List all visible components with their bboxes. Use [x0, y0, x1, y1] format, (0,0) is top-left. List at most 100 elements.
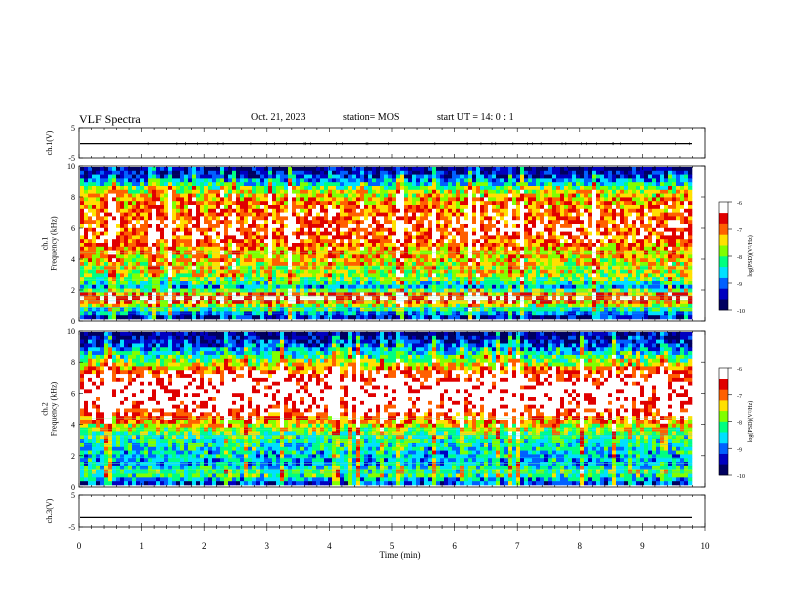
- spectrogram-cell: [456, 208, 461, 213]
- spectrogram-cell: [400, 193, 405, 198]
- spectrogram-cell: [552, 224, 557, 229]
- spectrogram-cell: [404, 212, 409, 217]
- spectrogram-cell: [436, 178, 441, 183]
- spectrogram-cell: [248, 284, 253, 289]
- spectrogram-cell: [132, 269, 137, 274]
- spectrogram-cell: [496, 235, 501, 240]
- spectrogram-cell: [536, 205, 541, 210]
- spectrogram-cell: [448, 239, 453, 244]
- spectrogram-cell: [180, 292, 185, 297]
- spectrogram-cell: [228, 292, 233, 297]
- spectrogram-cell: [380, 258, 385, 263]
- spectrogram-cell: [376, 235, 381, 240]
- spectrogram-cell: [528, 189, 533, 194]
- spectrogram-cell: [464, 288, 469, 293]
- spectrogram-cell: [180, 246, 185, 251]
- spectrogram-cell: [408, 224, 413, 229]
- spectrogram-cell: [160, 216, 165, 221]
- spectrogram-cell: [324, 315, 329, 320]
- spectrogram-cell: [484, 311, 489, 316]
- spectrogram-cell: [132, 250, 137, 255]
- spectrogram-cell: [312, 311, 317, 316]
- spectrogram-cell: [472, 231, 477, 236]
- spectrogram-cell: [300, 315, 305, 320]
- spectrogram-cell: [88, 197, 93, 202]
- spectrogram-cell: [84, 300, 89, 305]
- spectrogram-cell: [112, 178, 117, 183]
- spectrogram-cell: [448, 300, 453, 305]
- spectrogram-cell: [540, 178, 545, 183]
- spectrogram-cell: [436, 250, 441, 255]
- spectrogram-cell: [284, 174, 289, 179]
- spectrogram-cell: [448, 201, 453, 206]
- spectrogram-cell: [572, 205, 577, 210]
- spectrogram-cell: [468, 231, 473, 236]
- spectrogram-cell: [492, 227, 497, 232]
- spectrogram-cell: [460, 288, 465, 293]
- spectrogram-cell: [544, 220, 549, 225]
- spectrogram-cell: [348, 235, 353, 240]
- spectrogram-cell: [200, 197, 205, 202]
- spectrogram-cell: [236, 258, 241, 263]
- spectrogram-cell: [508, 281, 513, 286]
- spectrogram-cell: [504, 212, 509, 217]
- spectrogram-cell: [536, 303, 541, 308]
- spectrogram-cell: [160, 284, 165, 289]
- spectrogram-cell: [384, 208, 389, 213]
- spectrogram-cell: [112, 235, 117, 240]
- spectrogram-cell: [344, 265, 349, 270]
- spectrogram-cell: [368, 235, 373, 240]
- spectrogram-cell: [272, 300, 277, 305]
- spectrogram-cell: [236, 224, 241, 229]
- spectrogram-cell: [468, 205, 473, 210]
- spectrogram-cell: [152, 288, 157, 293]
- spectrogram-cell: [476, 193, 481, 198]
- spectrogram-cell: [228, 235, 233, 240]
- spectrogram-cell: [336, 170, 341, 175]
- spectrogram-cell: [156, 250, 161, 255]
- spectrogram-cell: [516, 292, 521, 297]
- spectrogram-cell: [336, 311, 341, 316]
- spectrogram-cell: [372, 311, 377, 316]
- spectrogram-cell: [488, 262, 493, 267]
- spectrogram-cell: [256, 182, 261, 187]
- spectrogram-cell: [376, 174, 381, 179]
- spectrogram-cell: [148, 224, 153, 229]
- spectrogram-cell: [532, 186, 537, 191]
- spectrogram-cell: [212, 231, 217, 236]
- spectrogram-cell: [264, 288, 269, 293]
- spectrogram-cell: [304, 239, 309, 244]
- spectrogram-cell: [128, 239, 133, 244]
- spectrogram-cell: [292, 231, 297, 236]
- spectrogram-cell: [240, 262, 245, 267]
- spectrogram-cell: [460, 231, 465, 236]
- spectrogram-cell: [364, 197, 369, 202]
- spectrogram-cell: [256, 205, 261, 210]
- spectrogram-cell: [488, 288, 493, 293]
- spectrogram-cell: [528, 205, 533, 210]
- spectrogram-cell: [476, 189, 481, 194]
- spectrogram-cell: [316, 235, 321, 240]
- spectrogram-cell: [516, 227, 521, 232]
- spectrogram-cell: [236, 292, 241, 297]
- spectrogram-cell: [284, 201, 289, 206]
- spectrogram-cell: [364, 292, 369, 297]
- spectrogram-cell: [272, 212, 277, 217]
- spectrogram-cell: [324, 265, 329, 270]
- spectrogram-cell: [568, 277, 573, 282]
- spectrogram-cell: [336, 300, 341, 305]
- spectrogram-cell: [100, 178, 105, 183]
- spectrogram-cell: [84, 303, 89, 308]
- spectrogram-cell: [528, 315, 533, 320]
- spectrogram-cell: [456, 167, 461, 172]
- spectrogram-cell: [184, 300, 189, 305]
- spectrogram-cell: [144, 281, 149, 286]
- spectrogram-cell: [528, 300, 533, 305]
- spectrogram-cell: [512, 239, 517, 244]
- spectrogram-cell: [544, 212, 549, 217]
- spectrogram-cell: [304, 254, 309, 259]
- spectrogram-cell: [96, 254, 101, 259]
- spectrogram-cell: [356, 189, 361, 194]
- spectrogram-cell: [384, 292, 389, 297]
- spectrogram-cell: [480, 227, 485, 232]
